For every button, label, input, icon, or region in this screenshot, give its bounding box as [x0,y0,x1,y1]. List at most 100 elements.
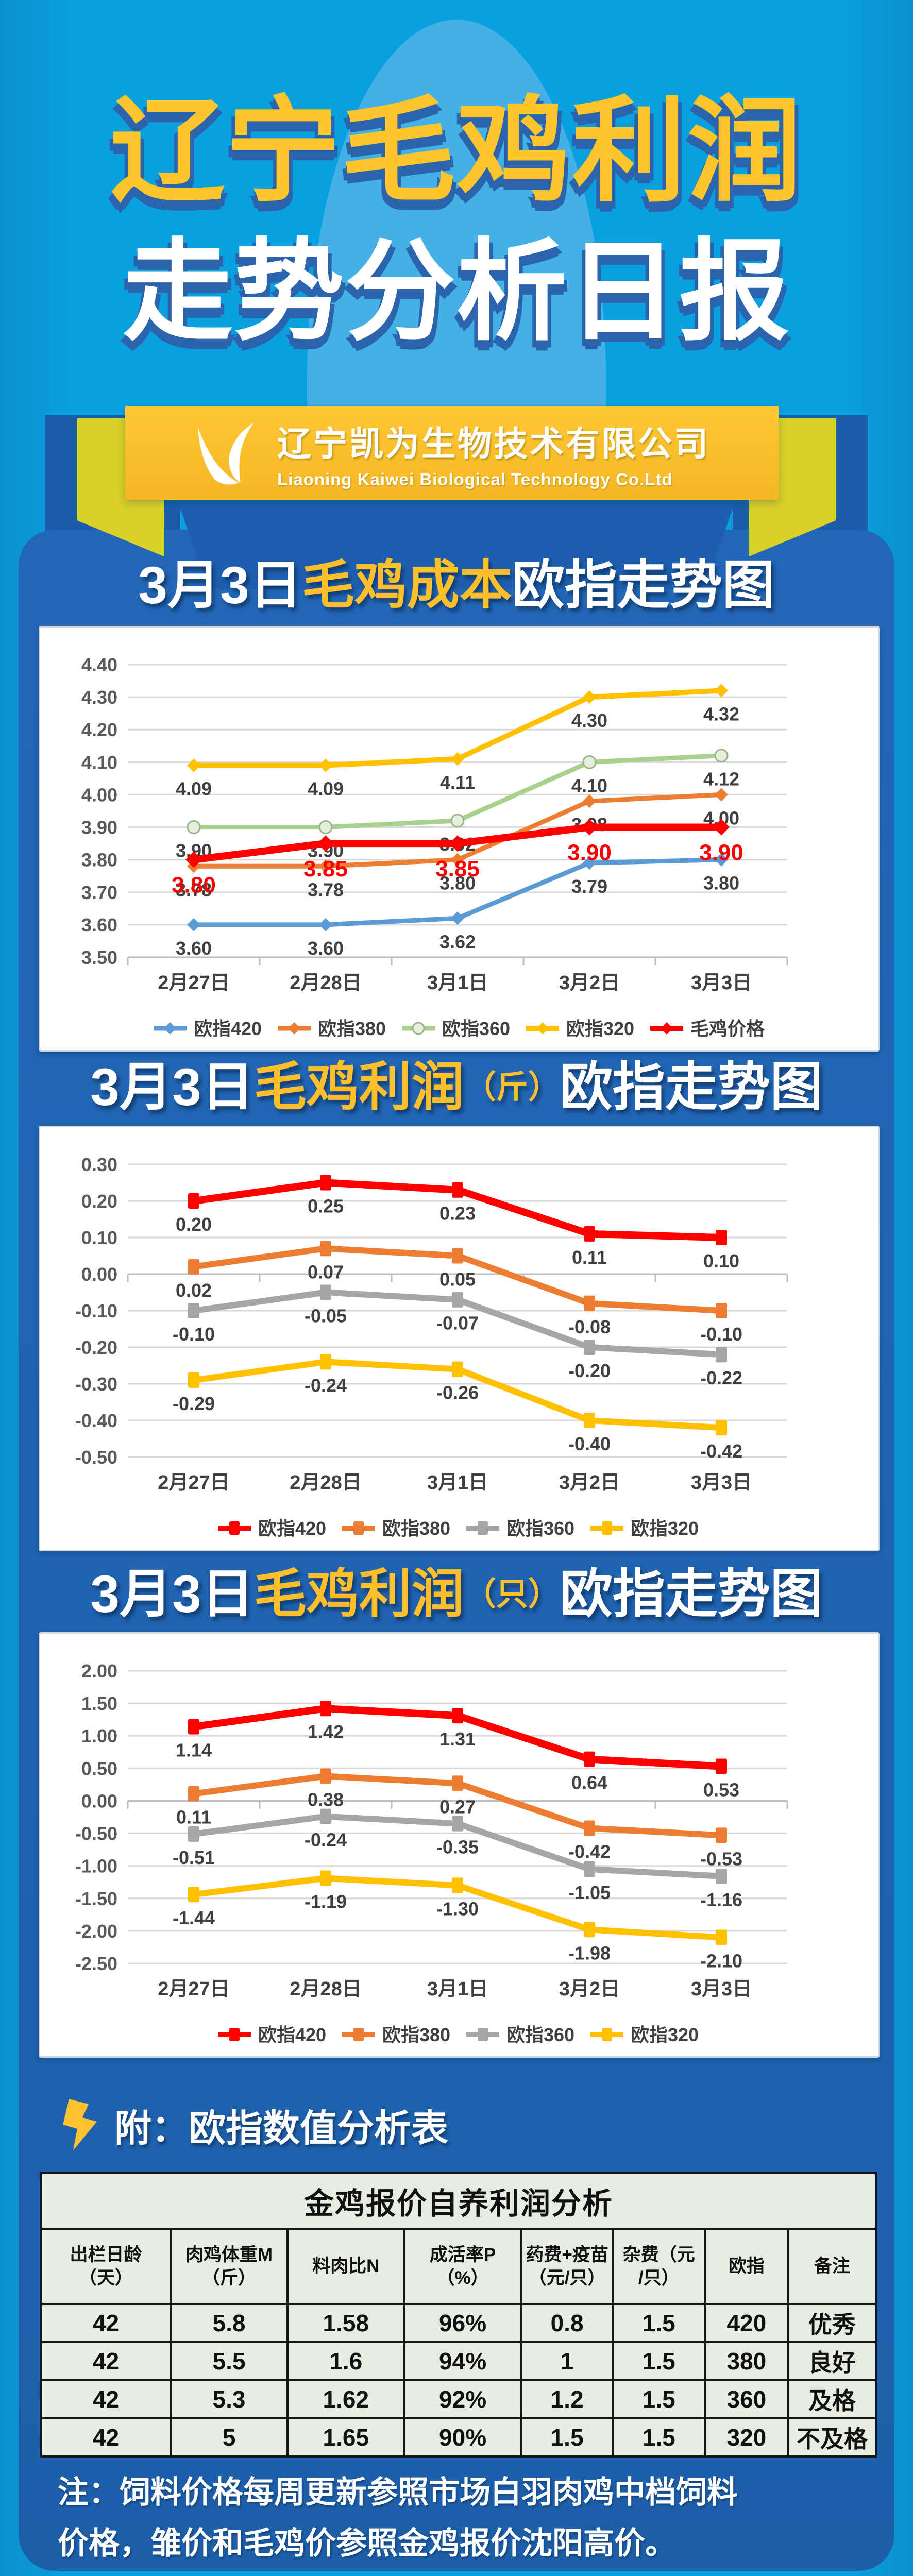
data-point-label: -1.05 [568,1882,611,1903]
data-point-marker [452,1182,463,1198]
svg-text:欧指320: 欧指320 [566,1018,634,1039]
svg-text:欧指320: 欧指320 [631,2024,699,2045]
data-point-label: -0.10 [173,1324,215,1345]
series-欧指320: -1.44 -1.19 -1.30 -1.98 -2.10 [173,1870,742,1972]
data-point-label: 3.62 [439,931,476,952]
footer: 服务 电话 13840641668 公司地址： 辽宁省锦州市高新技术产业开发区工… [0,2572,913,2576]
data-point-marker [319,918,332,931]
series-欧指420: 1.14 1.42 1.31 0.64 0.53 [176,1701,739,1801]
table-header-cell: 药费+疫苗 （元/只） [520,2228,614,2305]
x-tick-label: 3月3日 [691,1978,752,2000]
data-point-label: 3.60 [176,938,212,959]
data-point-marker [584,1751,595,1767]
data-point-marker [187,918,200,931]
data-point-marker [320,1808,331,1824]
data-point-marker [715,684,728,698]
svg-text:1.50: 1.50 [81,1693,117,1714]
series-欧指380: 3.783.783.803.984.00 [176,788,739,900]
data-point-marker [318,820,333,835]
svg-text:-0.50: -0.50 [75,1823,117,1844]
table-cell: 1.6 [286,2341,405,2381]
data-point-marker [581,819,598,836]
series-毛鸡价格: 3.803.85 3.853.90 3.90 [172,819,743,898]
svg-text:4.00: 4.00 [81,784,117,805]
table-header-cell: 备注 [787,2228,877,2305]
data-point-marker [583,690,596,704]
svg-text:0.00: 0.00 [81,1264,117,1285]
table-header-cell: 成活率P （%） [403,2228,522,2305]
svg-text:0.50: 0.50 [81,1758,117,1779]
table-row: 42 5 1.65 90% 1.5 1.5 320 不及格 [40,2417,877,2458]
svg-text:-0.10: -0.10 [75,1300,117,1321]
data-point-label: 3.60 [308,938,344,959]
data-point-label: -1.44 [173,1907,215,1928]
note-line2: 价格，雏价和毛鸡价参照金鸡报价沈阳高价。 [58,2526,676,2561]
legend-item-欧指380: 欧指380 [342,1518,450,1539]
table-cell: 1.5 [612,2303,706,2343]
legend-item-欧指360: 欧指360 [466,1518,574,1539]
note-line1: 注：饲料价格每周更新参照市场白羽肉鸡中档饲料 [58,2475,738,2510]
data-point-marker [584,1295,595,1311]
data-point-marker [452,1816,463,1832]
x-tick-label: 3月2日 [559,1472,620,1494]
data-point-label: 3.80 [439,873,476,894]
series-欧指320: -0.29 -0.24 -0.26 -0.40 -0.42 [173,1354,742,1462]
legend-item-欧指380: 欧指380 [278,1018,386,1039]
data-point-label: -0.10 [700,1324,742,1345]
svg-text:毛鸡价格: 毛鸡价格 [690,1018,765,1039]
data-point-label: -2.10 [700,1951,742,1972]
data-point-label: -0.53 [700,1848,742,1869]
table-cell: 42 [40,2417,172,2458]
section-title-cost: 3月3日毛鸡成本欧指走势图 [0,555,913,616]
legend-item-欧指320: 欧指320 [590,2024,699,2045]
data-point-marker [584,1340,595,1355]
svg-text:欧指420: 欧指420 [258,2024,326,2045]
series-欧指360: -0.10 -0.05 -0.07 -0.20 -0.22 [173,1284,742,1388]
data-point-label: 1.42 [308,1721,344,1742]
svg-text:3.60: 3.60 [81,914,117,936]
x-tick-label: 2月27日 [158,972,229,994]
svg-text:-0.20: -0.20 [75,1337,117,1358]
table-body: 42 5.8 1.58 96% 0.8 1.5 420 优秀 42 5.5 1.6 94% 1 1.5 38… [40,2303,877,2458]
data-point-marker [716,1347,727,1363]
x-tick-label: 3月1日 [427,1978,488,2000]
table-cell: 5 [170,2417,289,2458]
data-point-marker [449,835,466,852]
section-title-part: 毛鸡成本 [301,556,512,615]
data-point-marker [188,1887,199,1903]
table-cell: 42 [40,2303,172,2343]
table-cell: 1.5 [612,2417,706,2458]
note-text: 注：饲料价格每周更新参照市场白羽肉鸡中档饲料 价格，雏价和毛鸡价参照金鸡报价沈阳… [58,2467,861,2569]
kaiwei-logo-icon [197,422,254,485]
chart-svg: -2.50 -2.00 -1.50 -1.00 -0.50 0.00 0.50 1.00 1.5… [75,1660,788,2045]
x-tick-label: 2月27日 [158,1978,229,2000]
data-point-marker [584,1861,595,1877]
table-row: 42 5.5 1.6 94% 1 1.5 380 良好 [40,2341,877,2381]
table-cell: 1.5 [520,2417,614,2458]
data-point-label: 0.38 [308,1789,344,1810]
x-tick-label: 2月28日 [290,1978,361,2000]
svg-text:欧指420: 欧指420 [258,1518,326,1539]
section-title-part: 欧指走势图 [512,556,775,615]
data-point-label: 4.11 [440,772,475,793]
data-point-marker [715,853,728,867]
data-point-marker [714,749,729,763]
data-point-marker [187,820,201,835]
svg-text:欧指360: 欧指360 [442,1018,510,1039]
series-欧指420: 3.60 3.60 3.62 3.79 3.80 [176,853,739,959]
data-point-label: 0.07 [308,1261,344,1282]
data-point-marker [188,1193,199,1209]
company-name-en: Liaoning Kaiwei Biological Technology Co… [277,470,673,489]
data-point-marker [451,853,464,867]
data-point-label: -0.40 [568,1433,611,1454]
data-point-marker [716,1868,727,1884]
data-point-marker [188,1259,199,1275]
svg-text:-0.50: -0.50 [75,1447,117,1468]
data-point-label: -0.24 [305,1375,347,1396]
table-header-cell: 杂费（元 /只） [612,2228,706,2305]
table-cell: 94% [403,2341,522,2381]
data-point-marker [450,814,465,828]
svg-text:1.00: 1.00 [81,1725,117,1747]
data-point-marker [451,911,464,925]
